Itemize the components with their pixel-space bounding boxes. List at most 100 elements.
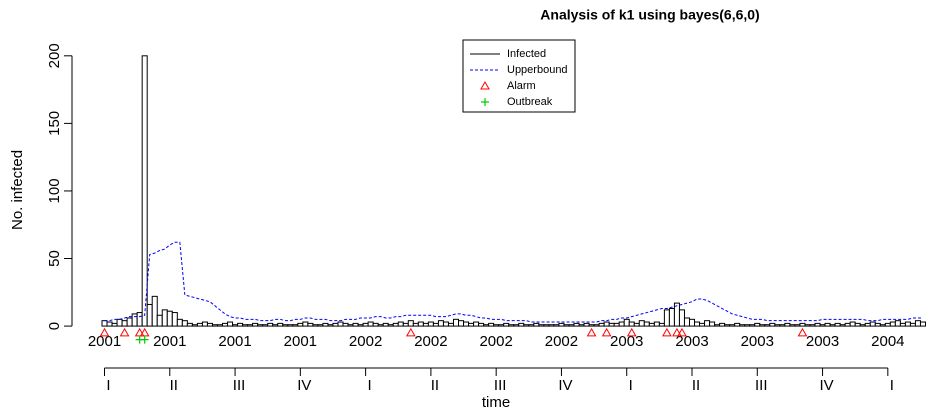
legend: Infected Upperbound Alarm Outbreak <box>462 39 576 113</box>
plot-area <box>99 55 926 344</box>
bar <box>442 321 449 327</box>
bar <box>613 322 620 327</box>
bar <box>638 320 645 327</box>
bar <box>919 321 926 327</box>
legend-swatch <box>480 80 490 90</box>
bar <box>282 324 289 327</box>
bar <box>146 303 153 327</box>
bar <box>317 324 324 327</box>
bar <box>257 324 264 327</box>
bar <box>628 321 635 327</box>
bar <box>573 322 580 327</box>
bar <box>327 324 334 327</box>
alarm-marker <box>99 327 110 337</box>
quarter-label: III <box>755 377 768 394</box>
bar <box>618 321 625 327</box>
bar <box>297 322 304 327</box>
bar <box>252 322 259 327</box>
bar <box>844 322 851 327</box>
bar <box>799 322 806 327</box>
y-tick-label: 200 <box>46 43 63 68</box>
bar <box>714 324 721 327</box>
bar <box>749 324 756 327</box>
bar <box>709 321 716 327</box>
y-tick-label: 150 <box>46 111 63 136</box>
bar <box>432 322 439 327</box>
bar <box>161 309 168 327</box>
bar <box>623 318 630 327</box>
bar <box>342 322 349 327</box>
bar <box>121 320 128 327</box>
x-tick-label: 2002 <box>479 333 512 350</box>
bar <box>387 324 394 327</box>
bar <box>392 322 399 327</box>
bar <box>909 322 916 327</box>
bar <box>458 320 465 327</box>
bar <box>156 314 163 327</box>
bar <box>468 322 475 327</box>
bar <box>904 321 911 327</box>
bar <box>417 321 424 327</box>
bar <box>658 322 665 327</box>
bar <box>422 322 429 327</box>
bar <box>593 324 600 327</box>
x-tick-label: 2001 <box>284 333 317 350</box>
x-tick-label: 2003 <box>806 333 839 350</box>
bar <box>889 321 896 327</box>
bar <box>503 322 510 327</box>
bar <box>739 324 746 327</box>
bar <box>603 321 610 327</box>
bar <box>427 321 434 327</box>
alarm-marker <box>405 327 416 337</box>
bar <box>523 324 530 327</box>
bar <box>724 324 731 327</box>
bar <box>663 309 670 327</box>
legend-label: Outbreak <box>507 96 553 108</box>
x-tick-label: 2004 <box>871 333 904 350</box>
bar <box>347 324 354 327</box>
bar <box>397 321 404 327</box>
bar <box>744 324 751 327</box>
bar <box>136 312 143 327</box>
x-tick-label: 2003 <box>610 333 643 350</box>
bar <box>493 324 500 327</box>
legend-swatch <box>481 98 489 106</box>
bar <box>734 322 741 327</box>
legend-label: Upperbound <box>507 64 568 76</box>
bar <box>377 324 384 327</box>
upperbound-line <box>104 241 923 323</box>
bar <box>196 322 203 327</box>
bar <box>588 324 595 327</box>
bar <box>181 320 188 327</box>
bar <box>839 324 846 327</box>
bar <box>508 324 515 327</box>
bar <box>106 321 113 327</box>
bar <box>513 324 520 327</box>
x-tick-label: 2002 <box>414 333 447 350</box>
outbreak-marker <box>140 335 149 344</box>
bar <box>699 322 706 327</box>
bar <box>688 318 696 327</box>
alarm-marker <box>119 327 130 337</box>
bar <box>824 322 831 327</box>
bar <box>242 324 249 327</box>
y-tick-label: 50 <box>46 250 63 267</box>
bar <box>608 322 615 327</box>
bar <box>809 324 816 327</box>
bar <box>211 324 218 327</box>
bar <box>598 322 605 327</box>
bar <box>287 324 294 327</box>
bar <box>834 322 841 327</box>
bar <box>879 324 886 327</box>
bar <box>262 324 269 327</box>
bar <box>412 322 419 327</box>
bar <box>558 322 565 327</box>
bar <box>764 324 771 327</box>
bar <box>794 324 801 327</box>
bar <box>633 322 640 327</box>
bar <box>914 320 921 327</box>
bar <box>668 308 675 327</box>
x-tick-label: 2001 <box>153 333 186 350</box>
bar <box>538 324 545 327</box>
bar <box>548 324 555 327</box>
